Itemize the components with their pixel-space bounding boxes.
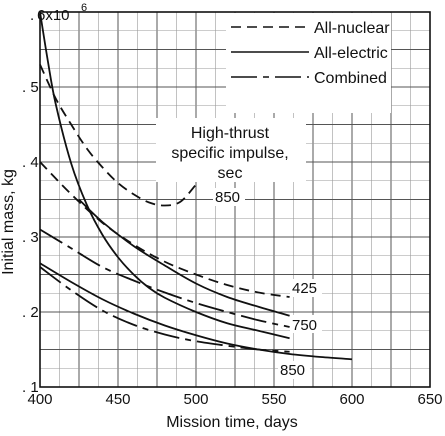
y-tick-label: . 1	[22, 379, 39, 396]
annotation-bg-750	[290, 315, 322, 333]
annotation-750: 750	[292, 317, 317, 334]
annotation-nuclear-850: 850	[215, 189, 240, 206]
series-line-2	[39, 11, 290, 340]
y-tick-labels: . 1 . 2 . 3 . 4 . 5.	[22, 7, 39, 396]
x-tick-label: 500	[183, 391, 208, 408]
series-line-1	[39, 161, 290, 298]
legend-label-nuclear: All-nuclear	[314, 20, 390, 37]
legend-title-background	[156, 118, 306, 182]
series-line-5	[39, 228, 290, 328]
y-tick-label: . 3	[22, 229, 39, 246]
y-tick-label: .	[30, 7, 34, 24]
annotation-bg-nuclear-850	[213, 188, 245, 206]
legend-title-line3: sec	[218, 165, 243, 182]
annotation-425: 425	[292, 280, 317, 297]
legend: All-nuclear All-electric Combined	[231, 20, 390, 87]
legend-title-line1: High-thrust	[191, 125, 270, 142]
series-line-6	[39, 266, 290, 353]
x-tick-labels: 400 450 500 550 600 650	[27, 391, 442, 408]
annotation-bg-electric-850	[278, 361, 310, 379]
series-line-3	[78, 198, 290, 317]
series-line-4	[39, 262, 353, 361]
y-multiplier-label: 6x10	[37, 7, 70, 24]
annotation-bg-425	[290, 279, 322, 297]
legend-label-combined: Combined	[314, 70, 387, 87]
legend-background	[226, 13, 391, 113]
y-axis-label: Initial mass, kg	[0, 169, 17, 275]
series-lines	[39, 11, 353, 361]
annotation-electric-850: 850	[280, 362, 305, 379]
x-tick-label: 400	[27, 391, 52, 408]
x-tick-label: 650	[417, 391, 442, 408]
legend-label-electric: All-electric	[314, 45, 388, 62]
series-line-0	[39, 64, 197, 207]
x-tick-label: 450	[105, 391, 130, 408]
plot-frame	[39, 11, 431, 388]
y-tick-label: . 4	[22, 154, 39, 171]
x-tick-label: 550	[261, 391, 286, 408]
x-axis-label: Mission time, days	[166, 414, 298, 431]
legend-title-line2: specific impulse,	[171, 145, 288, 162]
x-tick-label: 600	[339, 391, 364, 408]
y-tick-label: . 2	[22, 304, 39, 321]
y-tick-label: . 5	[22, 79, 39, 96]
y-multiplier-exponent: 6	[81, 2, 87, 14]
